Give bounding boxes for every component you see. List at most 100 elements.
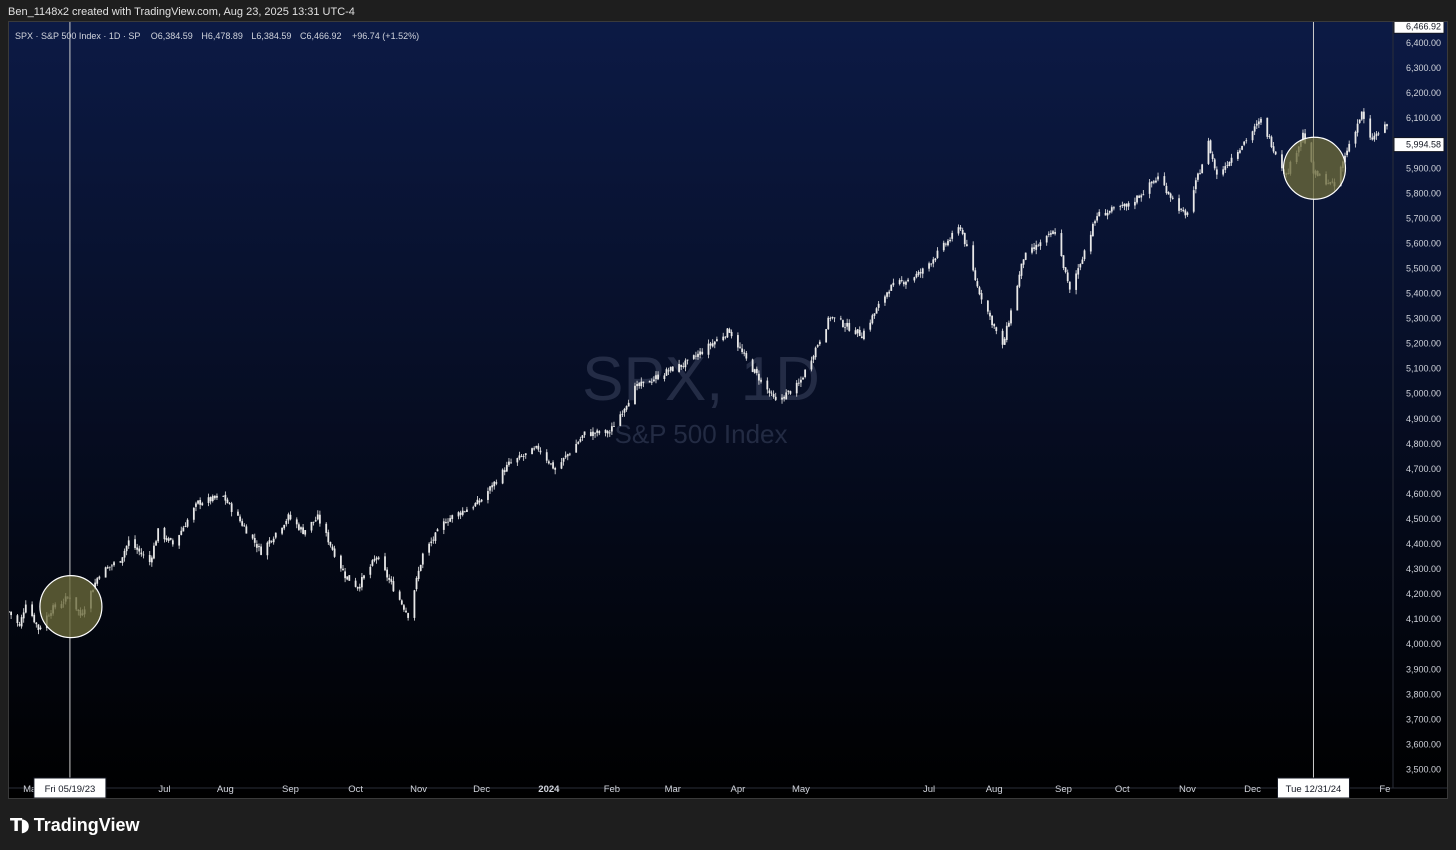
candle-body [1184,210,1187,216]
candle-body [699,351,702,355]
candle-body [579,439,582,442]
last-price-label-box [1393,22,1445,34]
marker-price-label-box [1393,137,1445,153]
candle-body [655,375,657,379]
candle-body [915,273,918,278]
candle-body [268,540,271,544]
candle-body [535,446,538,448]
y-tick-label: 4,800.00 [1406,439,1441,449]
candle-body [959,227,962,230]
candle-body [1033,247,1035,249]
candle-body [810,360,813,370]
candle-body [283,525,286,529]
candle-body [520,456,523,457]
candle-body [121,557,124,564]
candle-body [407,613,410,618]
candle-body [547,461,550,464]
y-tick-label: 6,100.00 [1406,113,1441,123]
candle-body [1356,123,1359,133]
candle-body [1150,181,1153,184]
candle-body [619,414,622,426]
candle-body [1075,273,1078,290]
candle-body [829,317,832,319]
candle-body [1003,338,1006,345]
candle-body [768,390,771,394]
candle-body [281,527,283,534]
candle-body [493,481,496,487]
tradingview-logo[interactable]: T◗ TradingView [10,815,139,836]
candle-body [136,547,139,550]
candle-body [377,557,380,559]
candle-body [375,557,378,560]
candle-body [873,313,876,316]
chart-frame[interactable]: SPX, 1D S&P 500 Index 6,400.00 6,300.00 6,… [8,21,1448,799]
y-tick-label: 5,200.00 [1406,339,1441,349]
candle-body [913,277,916,281]
candle-body [1346,150,1348,156]
y-tick-label: 4,900.00 [1406,414,1441,424]
ohlc-legend[interactable]: SPX · S&P 500 Index · 1D · SP O6,384.59 … [15,31,419,41]
candle-body [594,432,596,434]
candle-body [442,521,445,530]
candle-body [755,368,758,374]
candle-body [854,330,857,335]
candle-body [266,542,269,556]
candle-body [226,499,229,504]
candle-body [1243,141,1246,145]
candle-body [1186,212,1189,215]
candle-body [1213,159,1216,169]
candle-body [1194,180,1197,190]
candle-body [1199,173,1201,175]
y-tick-label: 6,400.00 [1406,38,1441,48]
watermark-subtitle: S&P 500 Index [615,419,788,449]
candle-body [24,604,27,613]
candle-body [974,270,977,281]
x-tick-label: Nov [1179,784,1196,795]
candle-body [1092,223,1094,237]
candle-body [487,491,489,500]
candle-body [258,546,260,548]
candle-body [1106,212,1109,216]
candle-body [589,432,592,436]
candle-body [774,396,777,400]
candle-body [1108,210,1111,213]
candle-body [1386,124,1388,127]
candle-body [963,233,966,245]
candle-body [552,462,554,469]
candle-body [1047,233,1050,235]
candle-body [724,336,727,338]
price-chart[interactable]: SPX, 1D S&P 500 Index 6,400.00 6,300.00 6,… [9,22,1448,799]
candle-body [667,370,670,372]
candle-body [1066,272,1069,282]
candle-body [648,380,651,383]
candle-body [354,580,357,587]
y-tick-label: 3,600.00 [1406,739,1441,749]
candle-body [1001,330,1004,345]
candle-body [900,280,903,282]
candle-body [598,431,601,434]
candle-body [621,413,624,415]
candle-body [980,293,983,300]
candle-body [1371,137,1374,140]
candle-body [289,514,292,520]
y-tick-label: 5,300.00 [1406,314,1441,324]
candle-body [577,442,580,444]
candle-body [245,526,248,534]
low-value: 6,384.59 [256,31,291,41]
candle-body [566,454,569,457]
candle-body [1360,111,1363,120]
candle-body [636,384,638,387]
candle-body [96,578,99,584]
candle-body [1222,169,1225,175]
candle-body [134,539,136,548]
candle-body [1201,164,1204,174]
candle-body [1148,182,1151,194]
date-marker-label: Fri 05/19/23 [45,784,96,795]
candle-body [1005,325,1008,340]
candle-body [907,279,909,282]
candle-body [1383,124,1386,133]
candle-body [751,359,754,372]
candle-body [451,515,454,519]
candle-body [37,624,40,630]
candle-body [35,622,38,625]
